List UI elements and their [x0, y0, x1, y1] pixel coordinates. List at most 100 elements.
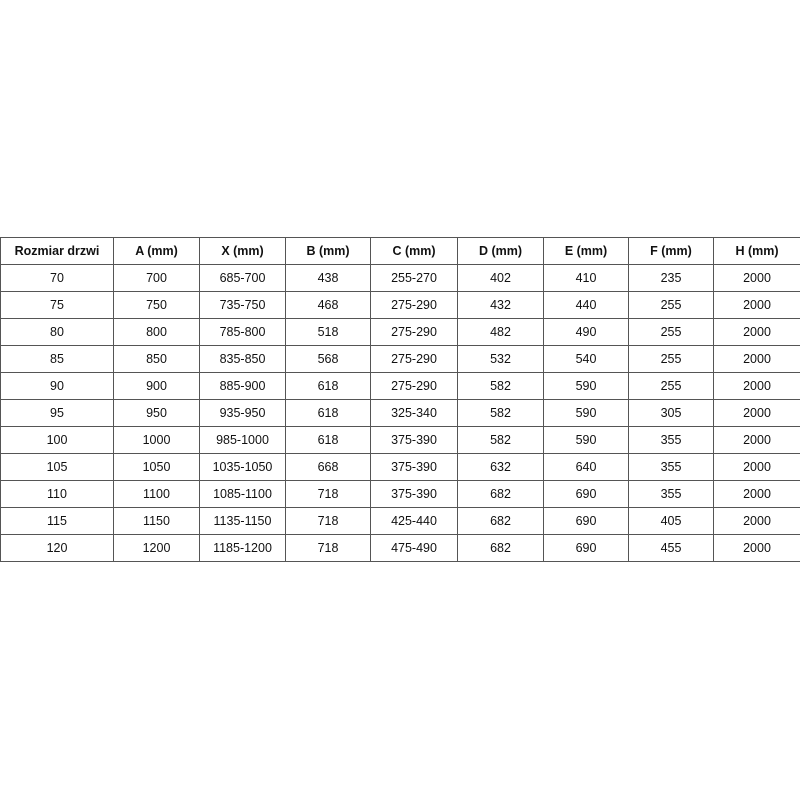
table-cell: 455 [628, 534, 714, 562]
table-cell: 325-340 [370, 399, 458, 427]
table-cell: 355 [628, 453, 714, 481]
table-row: 80 800 785-800 518 275-290 482 490 255 2000 [0, 318, 800, 346]
table-cell: 75 [0, 291, 114, 319]
table-cell: 850 [113, 345, 200, 373]
table-cell: 235 [628, 264, 714, 292]
table-cell: 985-1000 [199, 426, 286, 454]
table-cell: 1085-1100 [199, 480, 286, 508]
table-cell: 640 [543, 453, 629, 481]
table-cell: 582 [457, 399, 544, 427]
dimensions-table: Rozmiar drzwi A (mm) X (mm) B (mm) C (mm) D (… [0, 237, 800, 562]
table-cell: 120 [0, 534, 114, 562]
table-cell: 438 [285, 264, 371, 292]
table-cell: 2000 [713, 345, 800, 373]
table-cell: 410 [543, 264, 629, 292]
table-cell: 690 [543, 507, 629, 535]
table-cell: 618 [285, 426, 371, 454]
table-cell: 2000 [713, 264, 800, 292]
table-row: 115 1150 1135-1150 718 425-440 682 690 405 2000 [0, 507, 800, 535]
table-cell: 375-390 [370, 426, 458, 454]
table-cell: 100 [0, 426, 114, 454]
table-cell: 700 [113, 264, 200, 292]
table-row: 110 1100 1085-1100 718 375-390 682 690 355 2000 [0, 480, 800, 508]
table-cell: 682 [457, 480, 544, 508]
table-cell: 2000 [713, 399, 800, 427]
table-cell: 935-950 [199, 399, 286, 427]
table-cell: 590 [543, 399, 629, 427]
table-cell: 618 [285, 372, 371, 400]
table-row: 120 1200 1185-1200 718 475-490 682 690 455 2000 [0, 534, 800, 562]
table-cell: 735-750 [199, 291, 286, 319]
table-cell: 785-800 [199, 318, 286, 346]
table-cell: 405 [628, 507, 714, 535]
table-cell: 2000 [713, 507, 800, 535]
table-cell: 682 [457, 507, 544, 535]
table-cell: 70 [0, 264, 114, 292]
table-cell: 718 [285, 480, 371, 508]
table-cell: 2000 [713, 453, 800, 481]
table-cell: 532 [457, 345, 544, 373]
table-cell: 800 [113, 318, 200, 346]
column-header: B (mm) [285, 237, 371, 265]
table-cell: 468 [285, 291, 371, 319]
table-row: 105 1050 1035-1050 668 375-390 632 640 355 2000 [0, 453, 800, 481]
table-cell: 582 [457, 372, 544, 400]
table-cell: 540 [543, 345, 629, 373]
table-cell: 305 [628, 399, 714, 427]
table-cell: 255-270 [370, 264, 458, 292]
table-cell: 440 [543, 291, 629, 319]
header-row: Rozmiar drzwi A (mm) X (mm) B (mm) C (mm) D (… [0, 237, 800, 265]
table-cell: 490 [543, 318, 629, 346]
table-cell: 355 [628, 480, 714, 508]
table-cell: 1100 [113, 480, 200, 508]
table-cell: 2000 [713, 426, 800, 454]
table-cell: 582 [457, 426, 544, 454]
table-cell: 425-440 [370, 507, 458, 535]
column-header: D (mm) [457, 237, 544, 265]
table-cell: 1200 [113, 534, 200, 562]
table-row: 85 850 835-850 568 275-290 532 540 255 2000 [0, 345, 800, 373]
table-cell: 718 [285, 534, 371, 562]
table-cell: 1185-1200 [199, 534, 286, 562]
table-cell: 632 [457, 453, 544, 481]
table-cell: 518 [285, 318, 371, 346]
table-cell: 255 [628, 318, 714, 346]
table-row: 90 900 885-900 618 275-290 582 590 255 2000 [0, 372, 800, 400]
table-row: 75 750 735-750 468 275-290 432 440 255 2000 [0, 291, 800, 319]
table-row: 100 1000 985-1000 618 375-390 582 590 355 2000 [0, 426, 800, 454]
table-cell: 95 [0, 399, 114, 427]
table-cell: 375-390 [370, 480, 458, 508]
table-cell: 1150 [113, 507, 200, 535]
column-header: Rozmiar drzwi [0, 237, 114, 265]
table-cell: 2000 [713, 534, 800, 562]
table-cell: 1035-1050 [199, 453, 286, 481]
table-cell: 2000 [713, 291, 800, 319]
table-cell: 682 [457, 534, 544, 562]
table-cell: 950 [113, 399, 200, 427]
table-cell: 275-290 [370, 318, 458, 346]
table-cell: 690 [543, 534, 629, 562]
table-cell: 690 [543, 480, 629, 508]
table-cell: 255 [628, 372, 714, 400]
table-cell: 1050 [113, 453, 200, 481]
table-cell: 2000 [713, 318, 800, 346]
table-row: 70 700 685-700 438 255-270 402 410 235 2000 [0, 264, 800, 292]
column-header: E (mm) [543, 237, 629, 265]
table-cell: 402 [457, 264, 544, 292]
column-header: C (mm) [370, 237, 458, 265]
table-cell: 375-390 [370, 453, 458, 481]
table-cell: 618 [285, 399, 371, 427]
table-cell: 275-290 [370, 372, 458, 400]
table-cell: 105 [0, 453, 114, 481]
table-cell: 668 [285, 453, 371, 481]
table-row: 95 950 935-950 618 325-340 582 590 305 2000 [0, 399, 800, 427]
table-cell: 900 [113, 372, 200, 400]
table-cell: 110 [0, 480, 114, 508]
table-cell: 255 [628, 345, 714, 373]
table-cell: 1000 [113, 426, 200, 454]
table-cell: 432 [457, 291, 544, 319]
table-cell: 90 [0, 372, 114, 400]
column-header: X (mm) [199, 237, 286, 265]
table-cell: 355 [628, 426, 714, 454]
table-cell: 275-290 [370, 291, 458, 319]
